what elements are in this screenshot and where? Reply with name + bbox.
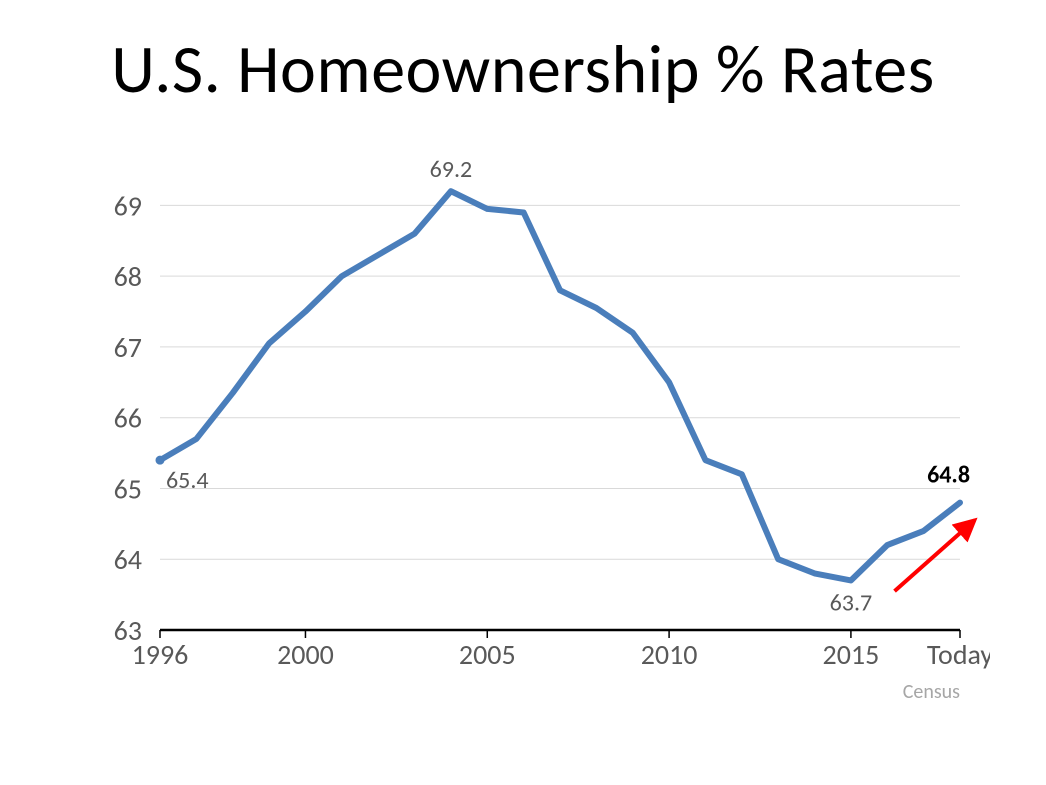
x-tick-label: 2010 [641, 637, 698, 672]
x-tick-label: Today [927, 637, 990, 672]
series-line [160, 191, 960, 580]
line-chart: 6364656667686919962000200520102015Today6… [70, 150, 990, 710]
source-label: Census [903, 680, 960, 704]
data-label: 64.8 [927, 461, 970, 490]
y-tick-label: 69 [114, 188, 142, 223]
series-marker [156, 456, 165, 465]
chart-title: U.S. Homeownership % Rates [0, 28, 1046, 111]
data-label: 63.7 [830, 588, 873, 617]
y-tick-label: 65 [114, 471, 142, 506]
x-tick-label: 2005 [459, 637, 516, 672]
y-tick-label: 66 [114, 401, 142, 436]
y-tick-label: 67 [114, 330, 142, 365]
x-tick-label: 2015 [823, 637, 880, 672]
trend-arrow [895, 520, 975, 591]
data-label: 69.2 [430, 155, 473, 184]
x-tick-label: 2000 [277, 637, 334, 672]
y-tick-label: 64 [114, 542, 142, 577]
y-tick-label: 68 [114, 259, 142, 294]
x-tick-label: 1996 [132, 637, 189, 672]
data-label: 65.4 [166, 466, 209, 495]
